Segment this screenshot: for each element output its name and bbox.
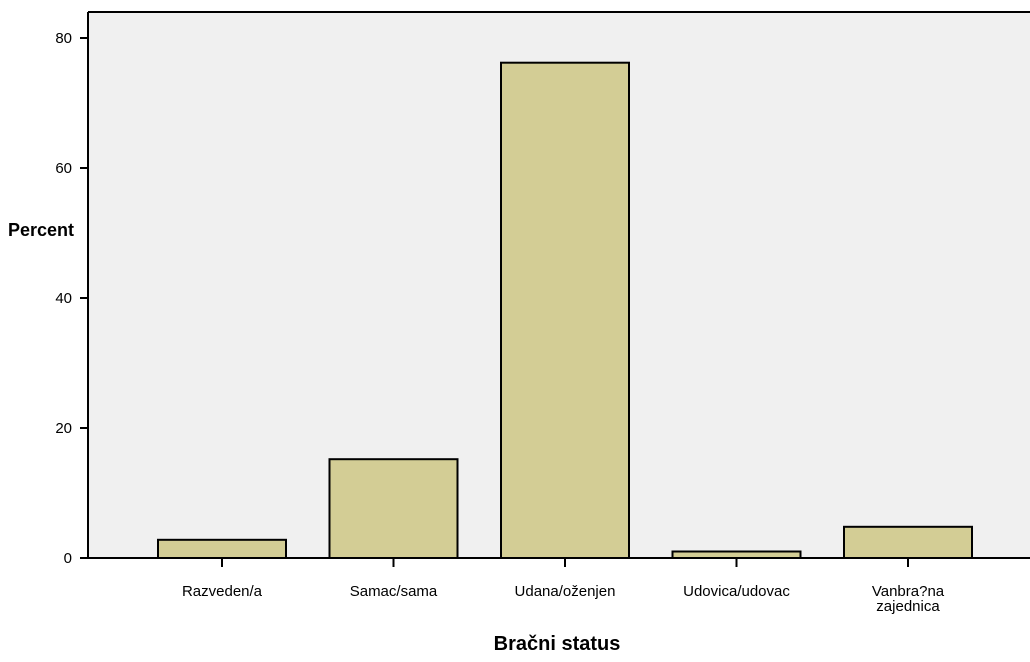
y-tick-label-1: 20 <box>55 420 72 437</box>
bar-0 <box>157 538 287 559</box>
x-axis-title: Bračni status <box>494 633 621 655</box>
y-tick-label-3: 60 <box>55 160 72 177</box>
y-tick-label-4: 80 <box>55 30 72 47</box>
x-tick-label-4: Vanbra?na zajednica <box>872 583 945 615</box>
bar-4 <box>843 525 973 559</box>
x-tick-label-1: Samac/sama <box>350 583 438 600</box>
y-ticks-group: 0 20 40 60 80 <box>55 30 88 567</box>
x-tick-label-3: Udovica/udovac <box>683 583 790 600</box>
bars-group <box>157 61 973 560</box>
bar-2 <box>500 61 630 559</box>
axes-group <box>87 11 1030 559</box>
bar-1 <box>328 458 459 560</box>
y-axis-title: Percent <box>8 220 74 240</box>
x-ticks-group: Razveden/a Samac/sama Udana/oženjen Udovica… <box>182 558 945 615</box>
x-tick-label-2: Udana/oženjen <box>515 583 616 600</box>
x-tick-label-0: Razveden/a <box>182 583 263 600</box>
y-tick-label-0: 0 <box>64 550 72 567</box>
y-tick-label-2: 40 <box>55 290 72 307</box>
